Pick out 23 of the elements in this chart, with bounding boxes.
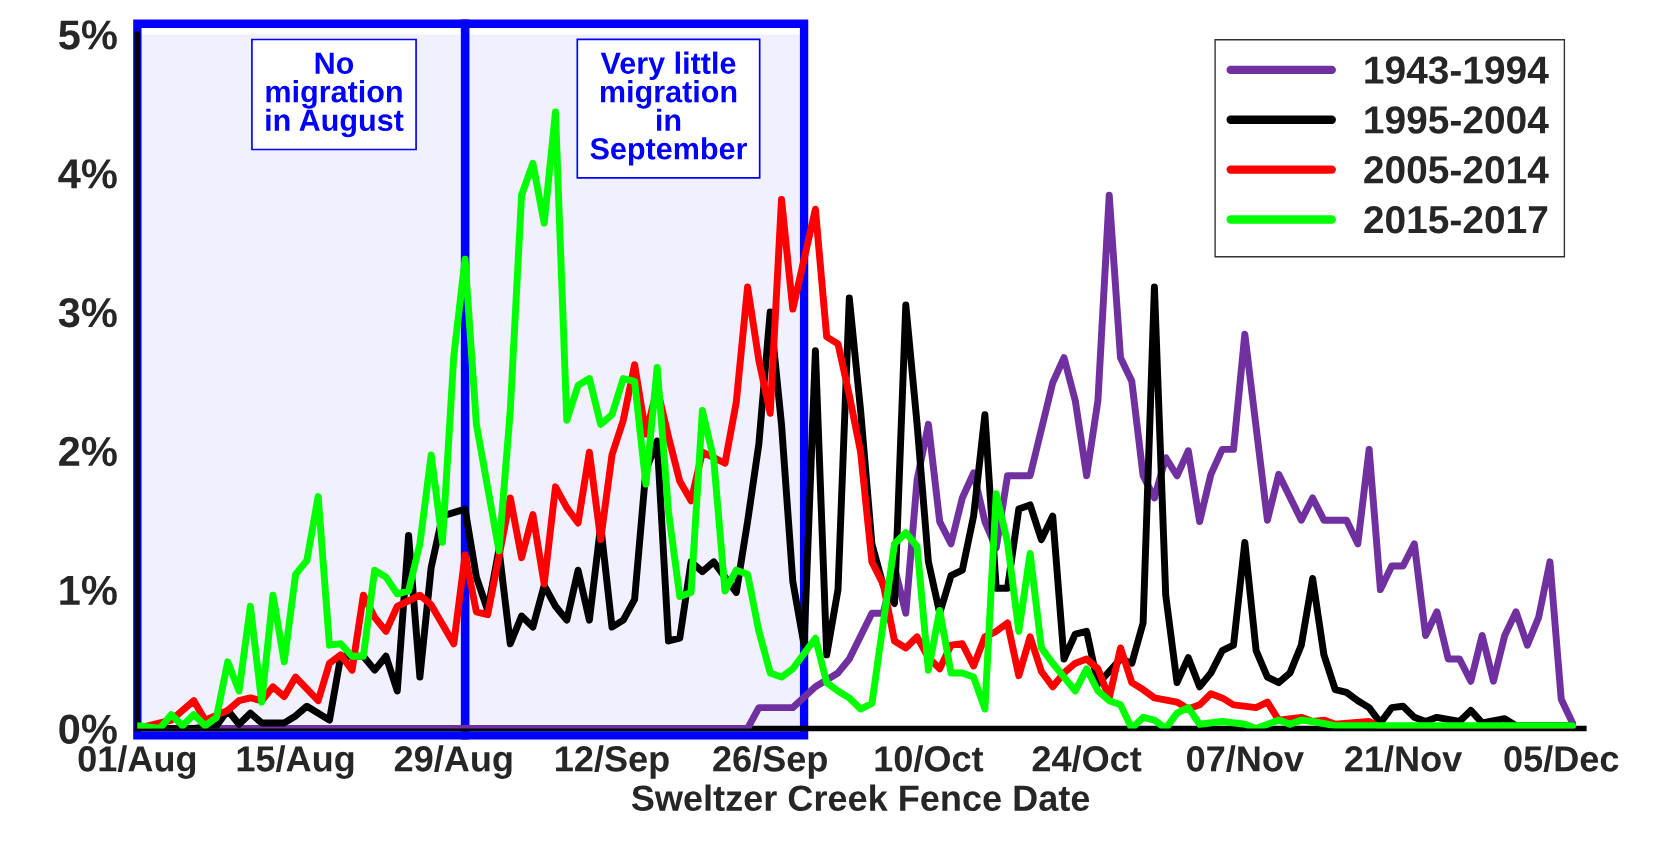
legend-label: 2005-2014 xyxy=(1364,156,1549,184)
y-tick-label: 3% xyxy=(58,297,117,328)
legend-label: 2015-2017 xyxy=(1364,205,1548,234)
band-label: Very little migration in September xyxy=(590,51,747,166)
legend-label: 1943-1994 xyxy=(1365,56,1549,84)
x-tick-label: 24/Oct xyxy=(1032,745,1142,773)
x-tick-label: 10/Oct xyxy=(875,745,984,773)
x-tick-label: 26/Sep xyxy=(713,745,827,779)
x-tick-label: 21/Nov xyxy=(1345,745,1463,773)
x-tick-label: 07/Nov xyxy=(1187,745,1304,773)
x-tick-label: 12/Sep xyxy=(556,745,669,779)
x-tick-label: 05/Dec xyxy=(1504,745,1619,773)
x-tick-label: 01/Aug xyxy=(78,745,196,779)
y-tick-label: 0% xyxy=(59,714,117,744)
y-tick-label: 5% xyxy=(58,20,117,50)
legend-label: 1995-2004 xyxy=(1365,106,1549,134)
y-tick-label: 2% xyxy=(59,436,117,467)
y-tick-label: 4% xyxy=(58,159,117,189)
x-tick-label: 29/Aug xyxy=(394,745,512,779)
y-tick-label: 1% xyxy=(60,575,117,606)
band-label: No migration in August xyxy=(266,52,404,138)
x-axis-title: Sweltzer Creek Fence Date xyxy=(631,784,1090,812)
x-tick-label: 15/Aug xyxy=(237,745,354,779)
